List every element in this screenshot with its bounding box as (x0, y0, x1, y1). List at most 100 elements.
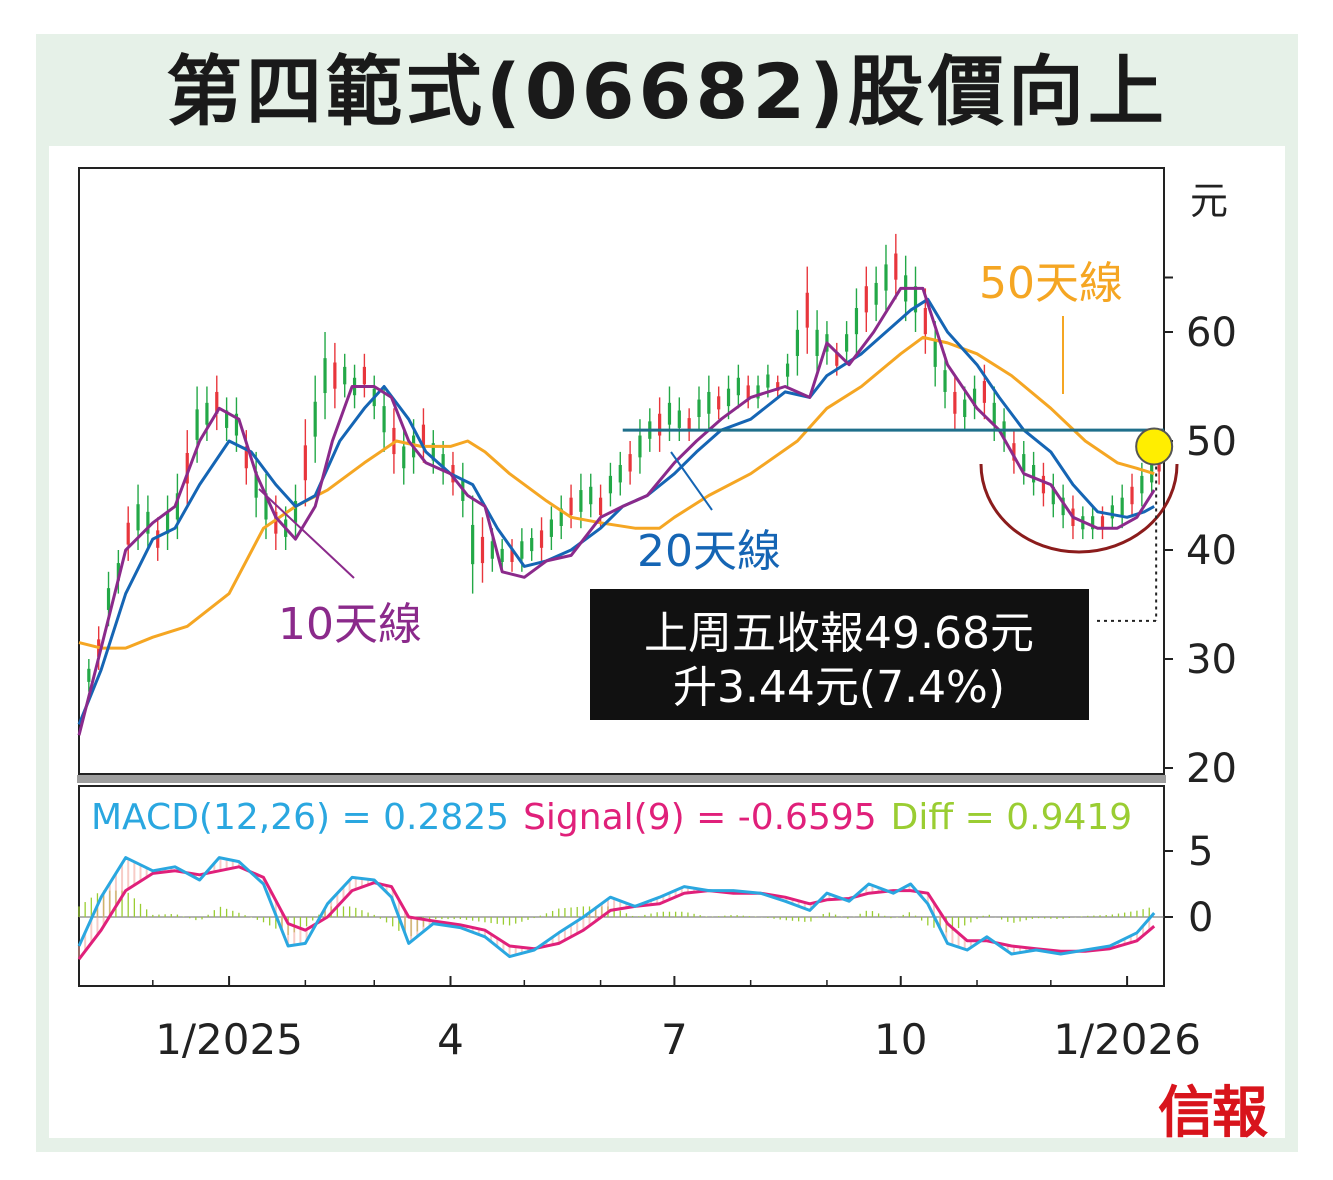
y-tick-label-50: 50 (1186, 419, 1237, 465)
ma-line-50天線 (78, 335, 1155, 650)
candle-body (992, 402, 996, 425)
candle-body (913, 286, 918, 313)
price-candles (87, 233, 1161, 692)
candle-body (185, 452, 189, 484)
candle-body (943, 370, 947, 392)
y-axis-unit: 元 (1190, 179, 1228, 223)
candle-body (618, 464, 622, 483)
candle-body (480, 536, 485, 564)
candle-body (333, 362, 337, 389)
candle-body (264, 493, 268, 520)
candle-body (972, 388, 977, 407)
macd-line (77, 856, 1156, 959)
macd-header-macd: MACD(12,26) = 0.2825 (91, 797, 509, 838)
candle-body (1061, 497, 1065, 516)
candle-body (254, 471, 258, 498)
macd-header: MACD(12,26) = 0.2825 Signal(9) = -0.6595 D… (91, 797, 1132, 838)
candle-body (845, 334, 849, 352)
macd-header-diff: Diff = 0.9419 (891, 797, 1133, 838)
x-tick-label: 1/2026 (1053, 1015, 1201, 1064)
candle-body (1012, 443, 1016, 461)
candle-body (598, 497, 603, 516)
label-10-day-ma: 10天線 (278, 599, 422, 650)
candle-body (1120, 497, 1124, 516)
macd-y-tick-label-0: 0 (1188, 895, 1213, 941)
candle-body (549, 519, 553, 537)
x-tick-label: 10 (874, 1015, 927, 1064)
candle-body (766, 374, 770, 388)
candle-body (835, 352, 839, 366)
candle-body (126, 522, 130, 545)
candle-body (1110, 505, 1114, 519)
moving-average-lines (77, 286, 1156, 736)
candle-body (1140, 475, 1144, 494)
x-tick-label: 1/2025 (155, 1015, 303, 1064)
candle-body (815, 329, 819, 356)
chart-title: 第四範式(06682)股價向上 (166, 47, 1168, 136)
candle-body (569, 497, 573, 516)
candle-body (707, 391, 711, 414)
candle-body (195, 409, 199, 440)
candle-body (608, 475, 613, 494)
annotation-line-2: 升3.44元(7.4%) (673, 662, 1005, 713)
candle-body (215, 391, 219, 414)
candle-body (313, 401, 317, 437)
candle-body (402, 446, 406, 469)
macd-y-tick-label-5: 5 (1188, 829, 1213, 875)
candle-body (343, 366, 347, 385)
x-tick-label: 4 (437, 1015, 464, 1064)
candle-body (1100, 516, 1105, 530)
candle-body (1091, 516, 1095, 530)
candle-body (658, 413, 662, 436)
cup-arc (979, 463, 1179, 554)
candle-body (165, 511, 170, 534)
candle-body (667, 402, 672, 425)
candle-body (746, 385, 750, 399)
candle-body (136, 504, 140, 531)
candle-body (500, 548, 504, 562)
candle-body (421, 424, 426, 447)
candle-body (697, 399, 701, 418)
y-tick-label-40: 40 (1186, 528, 1237, 574)
candle-body (106, 588, 111, 610)
macd-plot-border (78, 785, 1165, 987)
y-tick-label-30: 30 (1186, 637, 1237, 683)
candle-body (963, 399, 967, 418)
candle-body (874, 282, 878, 305)
y-tick-label-60: 60 (1186, 310, 1237, 356)
candle-body (490, 541, 494, 559)
macd-axes: 0 5 MACD(12,26) = 0.2825 Signal(9) = -0.659… (78, 785, 1213, 987)
candle-body (510, 548, 514, 562)
ma-line-10天線 (77, 286, 1156, 736)
candle-body (776, 382, 780, 391)
x-tick-label: 7 (661, 1015, 688, 1064)
candle-body (933, 340, 937, 367)
candle-body (323, 358, 327, 394)
candle-body (225, 410, 229, 428)
candle-body (756, 385, 760, 399)
candle-body (864, 286, 868, 313)
candle-body (1032, 464, 1036, 483)
candle-body (854, 308, 859, 335)
candle-body (539, 530, 544, 548)
price-plot-border (78, 167, 1165, 775)
candle-body (520, 541, 524, 559)
candle-body (87, 668, 91, 682)
ma-line-20天線 (77, 297, 1155, 725)
candle-body (303, 445, 307, 481)
candle-body (1051, 486, 1055, 505)
candle-body (116, 563, 120, 581)
candle-body (1041, 475, 1046, 494)
candle-body (175, 493, 180, 520)
candle-body (530, 538, 534, 552)
candle-body (736, 377, 740, 396)
label-20-day-ma: 20天線 (637, 526, 781, 577)
candle-body (431, 443, 435, 461)
y-tick-label-20: 20 (1186, 746, 1237, 792)
candle-body (677, 410, 681, 428)
candle-body (638, 435, 642, 458)
candle-body (805, 292, 809, 328)
price-axes: 元 20 30 40 50 60 (77, 167, 1237, 792)
